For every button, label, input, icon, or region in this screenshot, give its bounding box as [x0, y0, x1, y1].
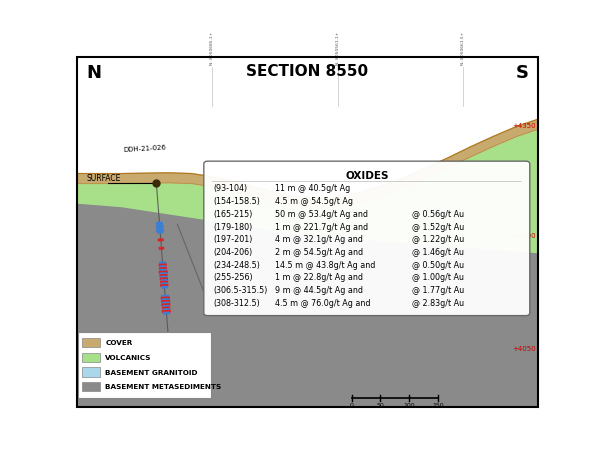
Text: @ 0.56g/t Au: @ 0.56g/t Au: [412, 209, 464, 218]
Text: 14.5 m @ 43.8g/t Ag and: 14.5 m @ 43.8g/t Ag and: [275, 260, 376, 269]
Bar: [78, 332, 211, 398]
Text: N: 8050561.1+: N: 8050561.1+: [336, 32, 340, 65]
Polygon shape: [77, 120, 538, 209]
Text: @ 1.00g/t Au: @ 1.00g/t Au: [412, 273, 464, 282]
Text: (306.5-315.5): (306.5-315.5): [213, 285, 268, 294]
Text: 50 m @ 53.4g/t Ag and: 50 m @ 53.4g/t Ag and: [275, 209, 368, 218]
Text: 2 m @ 54.5g/t Ag and: 2 m @ 54.5g/t Ag and: [275, 247, 363, 256]
Text: @ 1.77g/t Au: @ 1.77g/t Au: [412, 285, 464, 294]
Text: N: 8050685.1+: N: 8050685.1+: [210, 32, 214, 65]
Text: (154-158.5): (154-158.5): [213, 197, 260, 206]
Bar: [82, 338, 100, 347]
Text: 4 m @ 32.1g/t Ag and: 4 m @ 32.1g/t Ag and: [275, 235, 363, 244]
Text: 50: 50: [376, 402, 384, 407]
Bar: [82, 368, 100, 377]
Text: (234-248.5): (234-248.5): [213, 260, 260, 269]
Text: SURFACE: SURFACE: [86, 174, 121, 183]
Text: +4200: +4200: [512, 232, 536, 238]
Text: @ 0.50g/t Au: @ 0.50g/t Au: [412, 260, 464, 269]
Text: @ 1.52g/t Au: @ 1.52g/t Au: [412, 222, 464, 231]
Text: COVER: COVER: [105, 340, 133, 346]
Text: (165-215): (165-215): [213, 209, 253, 218]
Text: (197-201): (197-201): [213, 235, 253, 244]
Bar: [82, 353, 100, 362]
Text: 1 m @ 22.8g/t Ag and: 1 m @ 22.8g/t Ag and: [275, 273, 363, 282]
Text: 4.5 m @ 54.5g/t Ag: 4.5 m @ 54.5g/t Ag: [275, 197, 353, 206]
Text: +4050: +4050: [512, 346, 536, 352]
Text: 9 m @ 44.5g/t Ag and: 9 m @ 44.5g/t Ag and: [275, 285, 363, 294]
Text: N: N: [86, 64, 101, 82]
Text: +4350: +4350: [512, 123, 536, 129]
Text: 4.5 m @ 76.0g/t Ag and: 4.5 m @ 76.0g/t Ag and: [275, 298, 370, 307]
Text: (255-256): (255-256): [213, 273, 253, 282]
Text: BASEMENT METASEDIMENTS: BASEMENT METASEDIMENTS: [105, 383, 221, 389]
Text: OXIDES: OXIDES: [345, 171, 389, 181]
Text: (179-180): (179-180): [213, 222, 253, 231]
Text: 11 m @ 40.5g/t Ag: 11 m @ 40.5g/t Ag: [275, 184, 350, 193]
Text: BASEMENT GRANITOID: BASEMENT GRANITOID: [105, 369, 198, 375]
Text: SECTION 8550: SECTION 8550: [247, 64, 368, 79]
Text: 150: 150: [432, 402, 443, 407]
Polygon shape: [77, 130, 538, 253]
Text: 1 m @ 221.7g/t Ag and: 1 m @ 221.7g/t Ag and: [275, 222, 368, 231]
Text: (204-206): (204-206): [213, 247, 253, 256]
Text: (93-104): (93-104): [213, 184, 247, 193]
Text: N: 8050661.5+: N: 8050661.5+: [461, 32, 465, 65]
Text: VOLCANICS: VOLCANICS: [105, 354, 152, 360]
Text: S: S: [515, 64, 529, 82]
Text: (308-312.5): (308-312.5): [213, 298, 260, 307]
Polygon shape: [77, 203, 538, 407]
Text: @ 1.22g/t Au: @ 1.22g/t Au: [412, 235, 464, 244]
Text: 100: 100: [403, 402, 415, 407]
Text: DDH-21-026: DDH-21-026: [123, 145, 166, 153]
Text: @ 1.46g/t Au: @ 1.46g/t Au: [412, 247, 464, 256]
Text: 0: 0: [350, 402, 353, 407]
FancyBboxPatch shape: [204, 162, 530, 316]
Bar: [82, 382, 100, 391]
Text: @ 2.83g/t Au: @ 2.83g/t Au: [412, 298, 464, 307]
